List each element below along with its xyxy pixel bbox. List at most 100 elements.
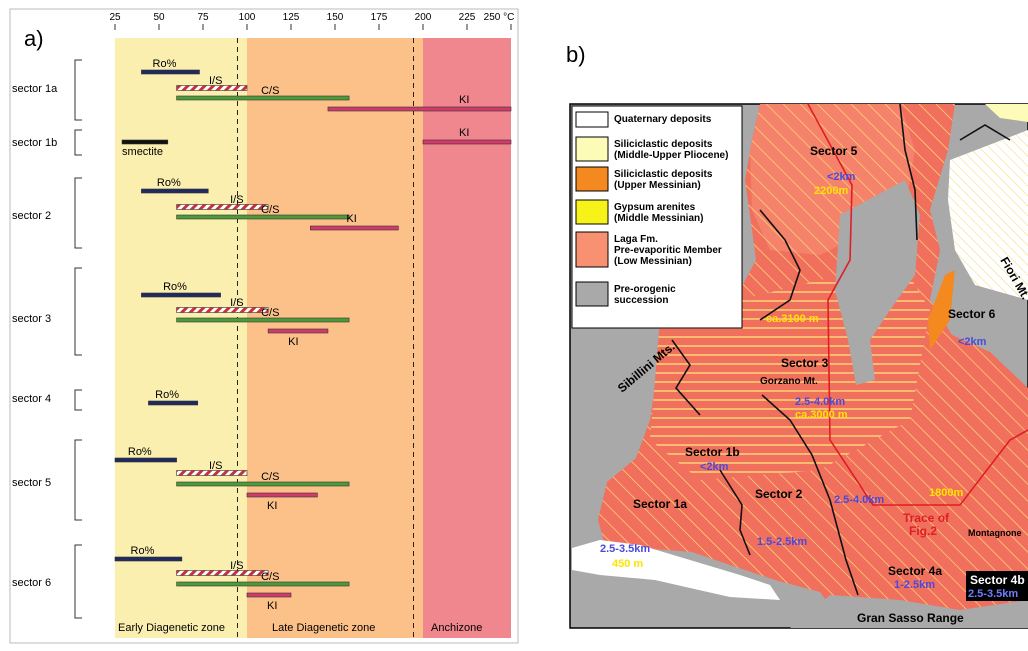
label-s3-thickness: ca.3000 m bbox=[795, 409, 848, 421]
label-sector2: Sector 2 bbox=[755, 487, 803, 501]
ro-label: Ro% bbox=[131, 545, 155, 557]
sector-bracket bbox=[74, 59, 82, 121]
legend-swatch bbox=[575, 111, 609, 128]
zone-2 bbox=[423, 38, 511, 638]
sector-labels: sector 1a sector 1b sector 2 sector 3 sector… bbox=[12, 59, 82, 619]
quaternary-bottom bbox=[572, 540, 780, 600]
ro-bar bbox=[114, 556, 183, 562]
label-trace-line: Trace of bbox=[903, 511, 950, 525]
is-label: I/S bbox=[230, 560, 243, 572]
is-bar bbox=[176, 307, 269, 313]
legend-label: Pre-orogenic bbox=[614, 284, 676, 295]
legend-label: Gypsum arenites bbox=[614, 202, 696, 213]
sector-bracket bbox=[74, 439, 82, 521]
label-trace: Trace of Fig.2 bbox=[903, 511, 950, 538]
label-sector1b: Sector 1b bbox=[685, 445, 740, 459]
is-bar bbox=[176, 85, 248, 91]
sector-label: sector 4 bbox=[12, 393, 51, 405]
ki-bar bbox=[246, 492, 318, 498]
ki-bar bbox=[422, 139, 512, 145]
axis-tick-label: 25 bbox=[109, 12, 121, 23]
label-sector5: Sector 5 bbox=[810, 144, 858, 158]
fault-3 bbox=[761, 394, 859, 596]
smectite-label: smectite bbox=[122, 146, 163, 158]
label-s1b-depth: <2km bbox=[700, 461, 729, 473]
sector4b-box bbox=[966, 571, 1028, 601]
cs-label: C/S bbox=[261, 307, 279, 319]
legend-label: Siliciclastic deposits bbox=[614, 169, 713, 180]
sector-bracket bbox=[74, 129, 82, 156]
smectite-bar bbox=[121, 139, 169, 145]
ro-bar bbox=[141, 188, 209, 194]
label-sector4b: Sector 4b bbox=[970, 573, 1025, 587]
cs-bar bbox=[176, 95, 350, 101]
legend-swatch bbox=[575, 231, 609, 268]
label-s5-thickness2: ca.3100 m bbox=[766, 313, 819, 325]
axis-tick-label: 225 bbox=[459, 12, 476, 23]
pliocene-area bbox=[985, 104, 1028, 122]
ro-label: Ro% bbox=[155, 389, 179, 401]
is-bar bbox=[176, 204, 269, 210]
axis-tick-label: 75 bbox=[197, 12, 209, 23]
ki-label: KI bbox=[288, 336, 298, 348]
label-sector1a: Sector 1a bbox=[633, 497, 687, 511]
legend-label: (Middle-Upper Pliocene) bbox=[614, 150, 728, 161]
fault-4 bbox=[759, 209, 801, 321]
label-s4a-depth: 1-2.5km bbox=[894, 579, 935, 591]
sector-bracket bbox=[74, 177, 82, 249]
label-sector3: Sector 3 bbox=[781, 356, 829, 370]
legend-label: Quaternary deposits bbox=[614, 114, 712, 125]
panel-a-label: a) bbox=[24, 26, 44, 51]
gorzano-inlier bbox=[835, 180, 920, 385]
ki-bar bbox=[310, 225, 399, 231]
label-sector4a: Sector 4a bbox=[888, 564, 942, 578]
ki-bar bbox=[327, 106, 512, 112]
cs-bar bbox=[176, 317, 350, 323]
cs-label: C/S bbox=[261, 571, 279, 583]
legend-label: Pre-evaporitic Member bbox=[614, 245, 722, 256]
ki-label: KI bbox=[459, 94, 469, 106]
legend-swatch bbox=[575, 199, 609, 225]
legend-label: Siliciclastic deposits bbox=[614, 139, 713, 150]
legend-label: Laga Fm. bbox=[614, 234, 658, 245]
label-s5-thickness: 2200m bbox=[814, 185, 848, 197]
legend-label: (Middle Messinian) bbox=[614, 213, 703, 224]
axis-tick-label: 125 bbox=[283, 12, 300, 23]
zone-label-late: Late Diagenetic zone bbox=[272, 622, 375, 634]
axis-tick-label: 150 bbox=[327, 12, 344, 23]
legend-swatch bbox=[575, 166, 609, 192]
axis-tick-label: 250 °C bbox=[484, 12, 515, 23]
ki-bar bbox=[246, 592, 292, 598]
fault-lines bbox=[671, 103, 1011, 596]
fiori-quaternary bbox=[948, 130, 1028, 300]
is-bar bbox=[176, 470, 248, 476]
label-gran-sasso: Gran Sasso Range bbox=[857, 611, 964, 625]
label-s6-depth: <2km bbox=[958, 336, 987, 348]
label-s1a-thickness: 450 m bbox=[612, 558, 643, 570]
label-s2-depth: 2.5-4.0km bbox=[834, 494, 884, 506]
axis-tick-label: 200 bbox=[415, 12, 432, 23]
label-s2b-depth: 1.5-2.5km bbox=[757, 536, 807, 548]
legend-swatch bbox=[575, 136, 609, 162]
panel-b: b) bbox=[566, 42, 1028, 629]
legend-label: (Upper Messinian) bbox=[614, 180, 701, 191]
ro-bar bbox=[141, 69, 200, 75]
panel-a: a) 25 50 75 100 125 150 175 200 225 250 °C sector… bbox=[9, 8, 519, 644]
label-s1a-depth: 2.5-3.5km bbox=[600, 543, 650, 555]
temperature-axis: 25 50 75 100 125 150 175 200 225 250 °C bbox=[109, 12, 514, 30]
is-label: I/S bbox=[209, 460, 222, 472]
legend-label: succession bbox=[614, 295, 668, 306]
fault-1 bbox=[671, 339, 701, 416]
panel-b-label: b) bbox=[566, 42, 586, 67]
cs-bar bbox=[176, 481, 350, 487]
label-gorzano: Gorzano Mt. bbox=[760, 376, 818, 387]
sector-label: sector 5 bbox=[12, 477, 51, 489]
sector-label: sector 3 bbox=[12, 313, 51, 325]
sector-label: sector 1a bbox=[12, 83, 58, 95]
label-s4b-depth: 2.5-3.5km bbox=[968, 588, 1018, 600]
cs-bar bbox=[176, 214, 350, 220]
legend-swatch bbox=[575, 281, 609, 307]
is-label: I/S bbox=[230, 194, 243, 206]
ro-label: Ro% bbox=[157, 177, 181, 189]
